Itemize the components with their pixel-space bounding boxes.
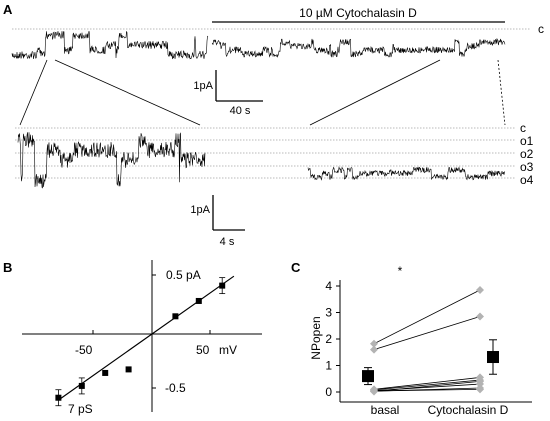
category-label-cytochalasin: Cytochalasin D: [428, 403, 509, 417]
paired-line: [373, 388, 481, 392]
paired-line: [373, 316, 481, 350]
paired-data-point: [370, 339, 378, 348]
state-label-c: c: [520, 121, 526, 135]
category-label-basal: basal: [371, 403, 400, 417]
iv-x-tick-label-neg50: -50: [75, 343, 93, 357]
conductance-label: 7 pS: [68, 402, 93, 416]
iv-x-tick-label-50: 50: [196, 343, 210, 357]
iv-data-point: [195, 297, 202, 304]
iv-data-point: [55, 394, 62, 401]
top-scalebar-current: 1pA: [193, 80, 213, 92]
iv-data-point: [219, 282, 226, 289]
trace-top-cytochalasin: [211, 37, 506, 58]
bottom-right-current-trace: [307, 166, 506, 181]
npopen-y-tick-label: 1: [325, 359, 332, 373]
iv-y-tick-label-neg: -0.5: [165, 381, 186, 395]
state-label-o4: o4: [520, 173, 534, 187]
paired-data-point: [476, 285, 484, 294]
iv-data-point: [102, 369, 109, 376]
paired-line: [373, 377, 481, 390]
bottom-left-current-trace: [17, 132, 206, 189]
paired-line: [373, 383, 481, 392]
paired-data-point: [476, 385, 484, 394]
npopen-y-axis-title: NPopen: [309, 316, 323, 359]
panel-b-label: B: [3, 260, 12, 275]
zoom-line-left-2: [54, 59, 201, 126]
iv-x-unit: mV: [219, 343, 237, 357]
state-label-o2: o2: [520, 147, 534, 161]
trace-cytochalasin-expanded: [307, 166, 506, 181]
mean-marker: [487, 351, 499, 364]
top-scalebar-time: 40 s: [230, 105, 251, 117]
bottom-scalebar-current: 1pA: [190, 204, 210, 216]
state-label-o1: o1: [520, 134, 534, 148]
zoom-line-left-1: [19, 59, 48, 126]
closed-label-top: c: [538, 22, 544, 36]
treatment-label: 10 µM Cytochalasin D: [299, 6, 417, 20]
state-label-o3: o3: [520, 160, 534, 174]
iv-y-tick-label-pos: 0.5 pA: [166, 268, 201, 282]
iv-plot: -50 50 mV 0.5 pA -0.5 7 pS: [22, 260, 262, 416]
iv-fit-line: [58, 275, 235, 401]
significance-marker: *: [398, 264, 403, 278]
npopen-y-tick-label: 0: [325, 385, 332, 399]
npopen-y-tick-label: 3: [325, 306, 332, 320]
zoom-line-right-1: [309, 59, 441, 126]
panel-a-label: A: [3, 2, 13, 17]
bottom-scalebar-time: 4 s: [220, 236, 235, 248]
paired-line: [373, 289, 481, 345]
top-current-trace: [11, 30, 506, 60]
panel-c-label: C: [291, 260, 301, 275]
paired-data-point: [476, 312, 484, 321]
mean-marker: [362, 370, 374, 383]
iv-data-point: [172, 313, 179, 320]
npopen-y-tick-label: 4: [325, 279, 332, 293]
trace-top-basal: [11, 30, 209, 60]
paired-data-point: [370, 345, 378, 354]
npopen-y-tick-label: 2: [325, 332, 332, 346]
paired-data-point: [370, 386, 378, 395]
iv-data-point: [125, 366, 132, 373]
npopen-plot: basal Cytochalasin D 0 1 2 3 4: [325, 279, 532, 417]
iv-data-point: [78, 382, 85, 389]
zoom-line-right-2: [497, 59, 506, 126]
trace-basal-expanded: [17, 132, 206, 189]
paired-line: [373, 379, 481, 391]
